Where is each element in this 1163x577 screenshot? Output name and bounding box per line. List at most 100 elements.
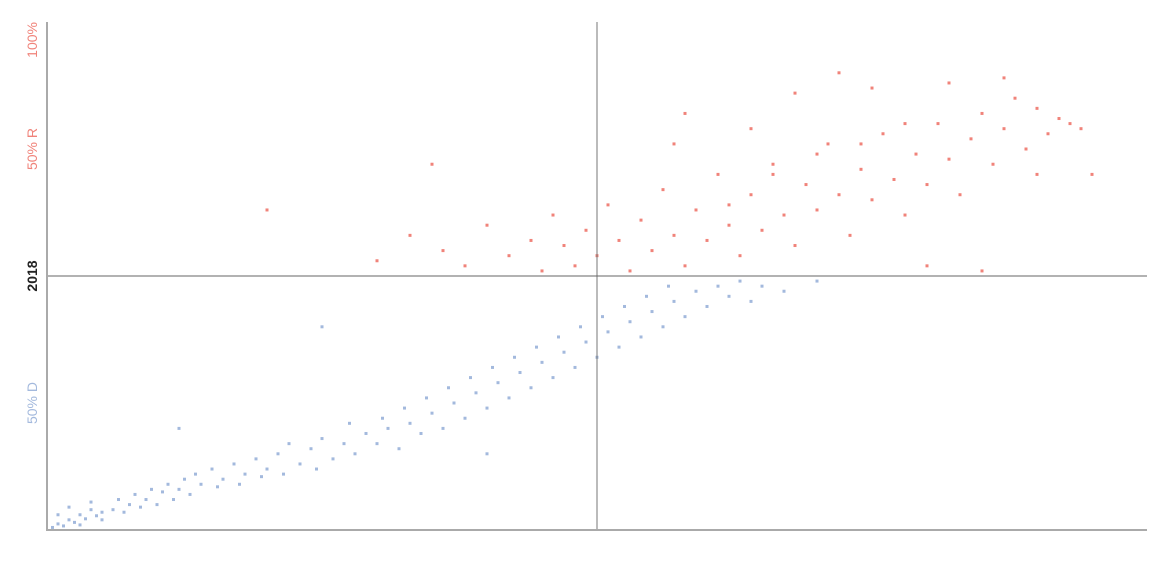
data-point [1057,117,1061,121]
data-point [980,111,984,115]
data-point [859,142,863,146]
data-point [463,416,467,420]
data-point [760,284,764,288]
data-point [672,299,676,303]
data-point [419,431,423,435]
data-point [683,111,687,115]
data-point [144,498,148,502]
data-point [260,475,263,479]
data-point [320,325,324,329]
data-point [128,503,131,507]
data-point [89,500,93,504]
data-point [381,416,384,420]
data-point [485,452,489,456]
data-point [694,289,698,293]
data-point [705,304,709,308]
data-point [452,401,456,405]
data-point [518,371,522,375]
data-point [557,335,560,339]
data-point [793,244,797,248]
data-point [617,238,621,242]
points-layer [51,71,1094,529]
data-point [661,188,665,192]
data-point [760,228,764,232]
data-point [628,320,632,324]
data-point [210,467,214,471]
data-point [1090,172,1094,176]
data-point [425,396,428,400]
data-point [84,517,87,521]
data-point [447,386,450,390]
data-point [133,492,137,496]
data-point [870,198,874,202]
data-point [705,238,709,242]
data-point [1068,122,1072,126]
data-point [78,513,82,517]
data-point [815,279,819,283]
data-point [100,518,104,522]
data-point [859,167,863,171]
data-point [623,304,626,308]
data-point [188,492,192,496]
data-point [221,477,225,481]
data-point [491,365,494,369]
data-point [232,462,236,466]
data-point [430,162,434,166]
y-tick-labels: 100% 50% R 2018 50% D [24,22,40,424]
data-point [573,264,577,268]
data-point [848,233,852,237]
data-point [177,487,181,491]
data-point [469,376,472,380]
data-point [408,233,412,237]
data-point [749,193,753,197]
data-point [925,264,929,268]
data-point [793,91,797,95]
data-point [584,228,588,232]
data-point [667,284,670,288]
data-point [947,81,951,85]
data-point [348,421,351,425]
data-point [969,137,973,141]
data-point [342,442,346,446]
data-point [56,513,60,517]
data-point [139,505,142,509]
data-point [650,310,654,314]
data-point [815,152,819,156]
data-point [958,193,962,197]
data-point [601,315,604,319]
data-point [507,254,511,258]
data-point [320,437,324,441]
data-point [529,386,533,390]
data-point [815,208,819,212]
data-point [727,223,731,227]
data-point [463,264,467,268]
data-point [535,345,538,349]
data-point [991,162,995,166]
data-point [881,132,885,136]
data-point [683,315,687,319]
data-point [485,223,489,227]
data-point [672,233,676,237]
data-point [540,269,544,273]
data-point [947,157,951,161]
data-point [441,426,445,430]
data-point [194,472,197,476]
y-tick-label: 50% D [24,382,40,424]
data-point [1013,96,1017,100]
data-point [183,477,186,481]
data-point [892,177,896,181]
data-point [562,350,566,354]
data-point [837,71,841,75]
data-point [716,172,720,176]
data-point [782,289,786,293]
data-point [485,406,489,410]
data-point [265,467,269,471]
data-point [67,505,71,509]
data-point [161,490,164,494]
data-point [496,381,500,385]
data-point [315,467,318,471]
y-tick-label: 50% R [24,128,40,170]
data-point [661,325,665,329]
data-point [529,238,533,242]
